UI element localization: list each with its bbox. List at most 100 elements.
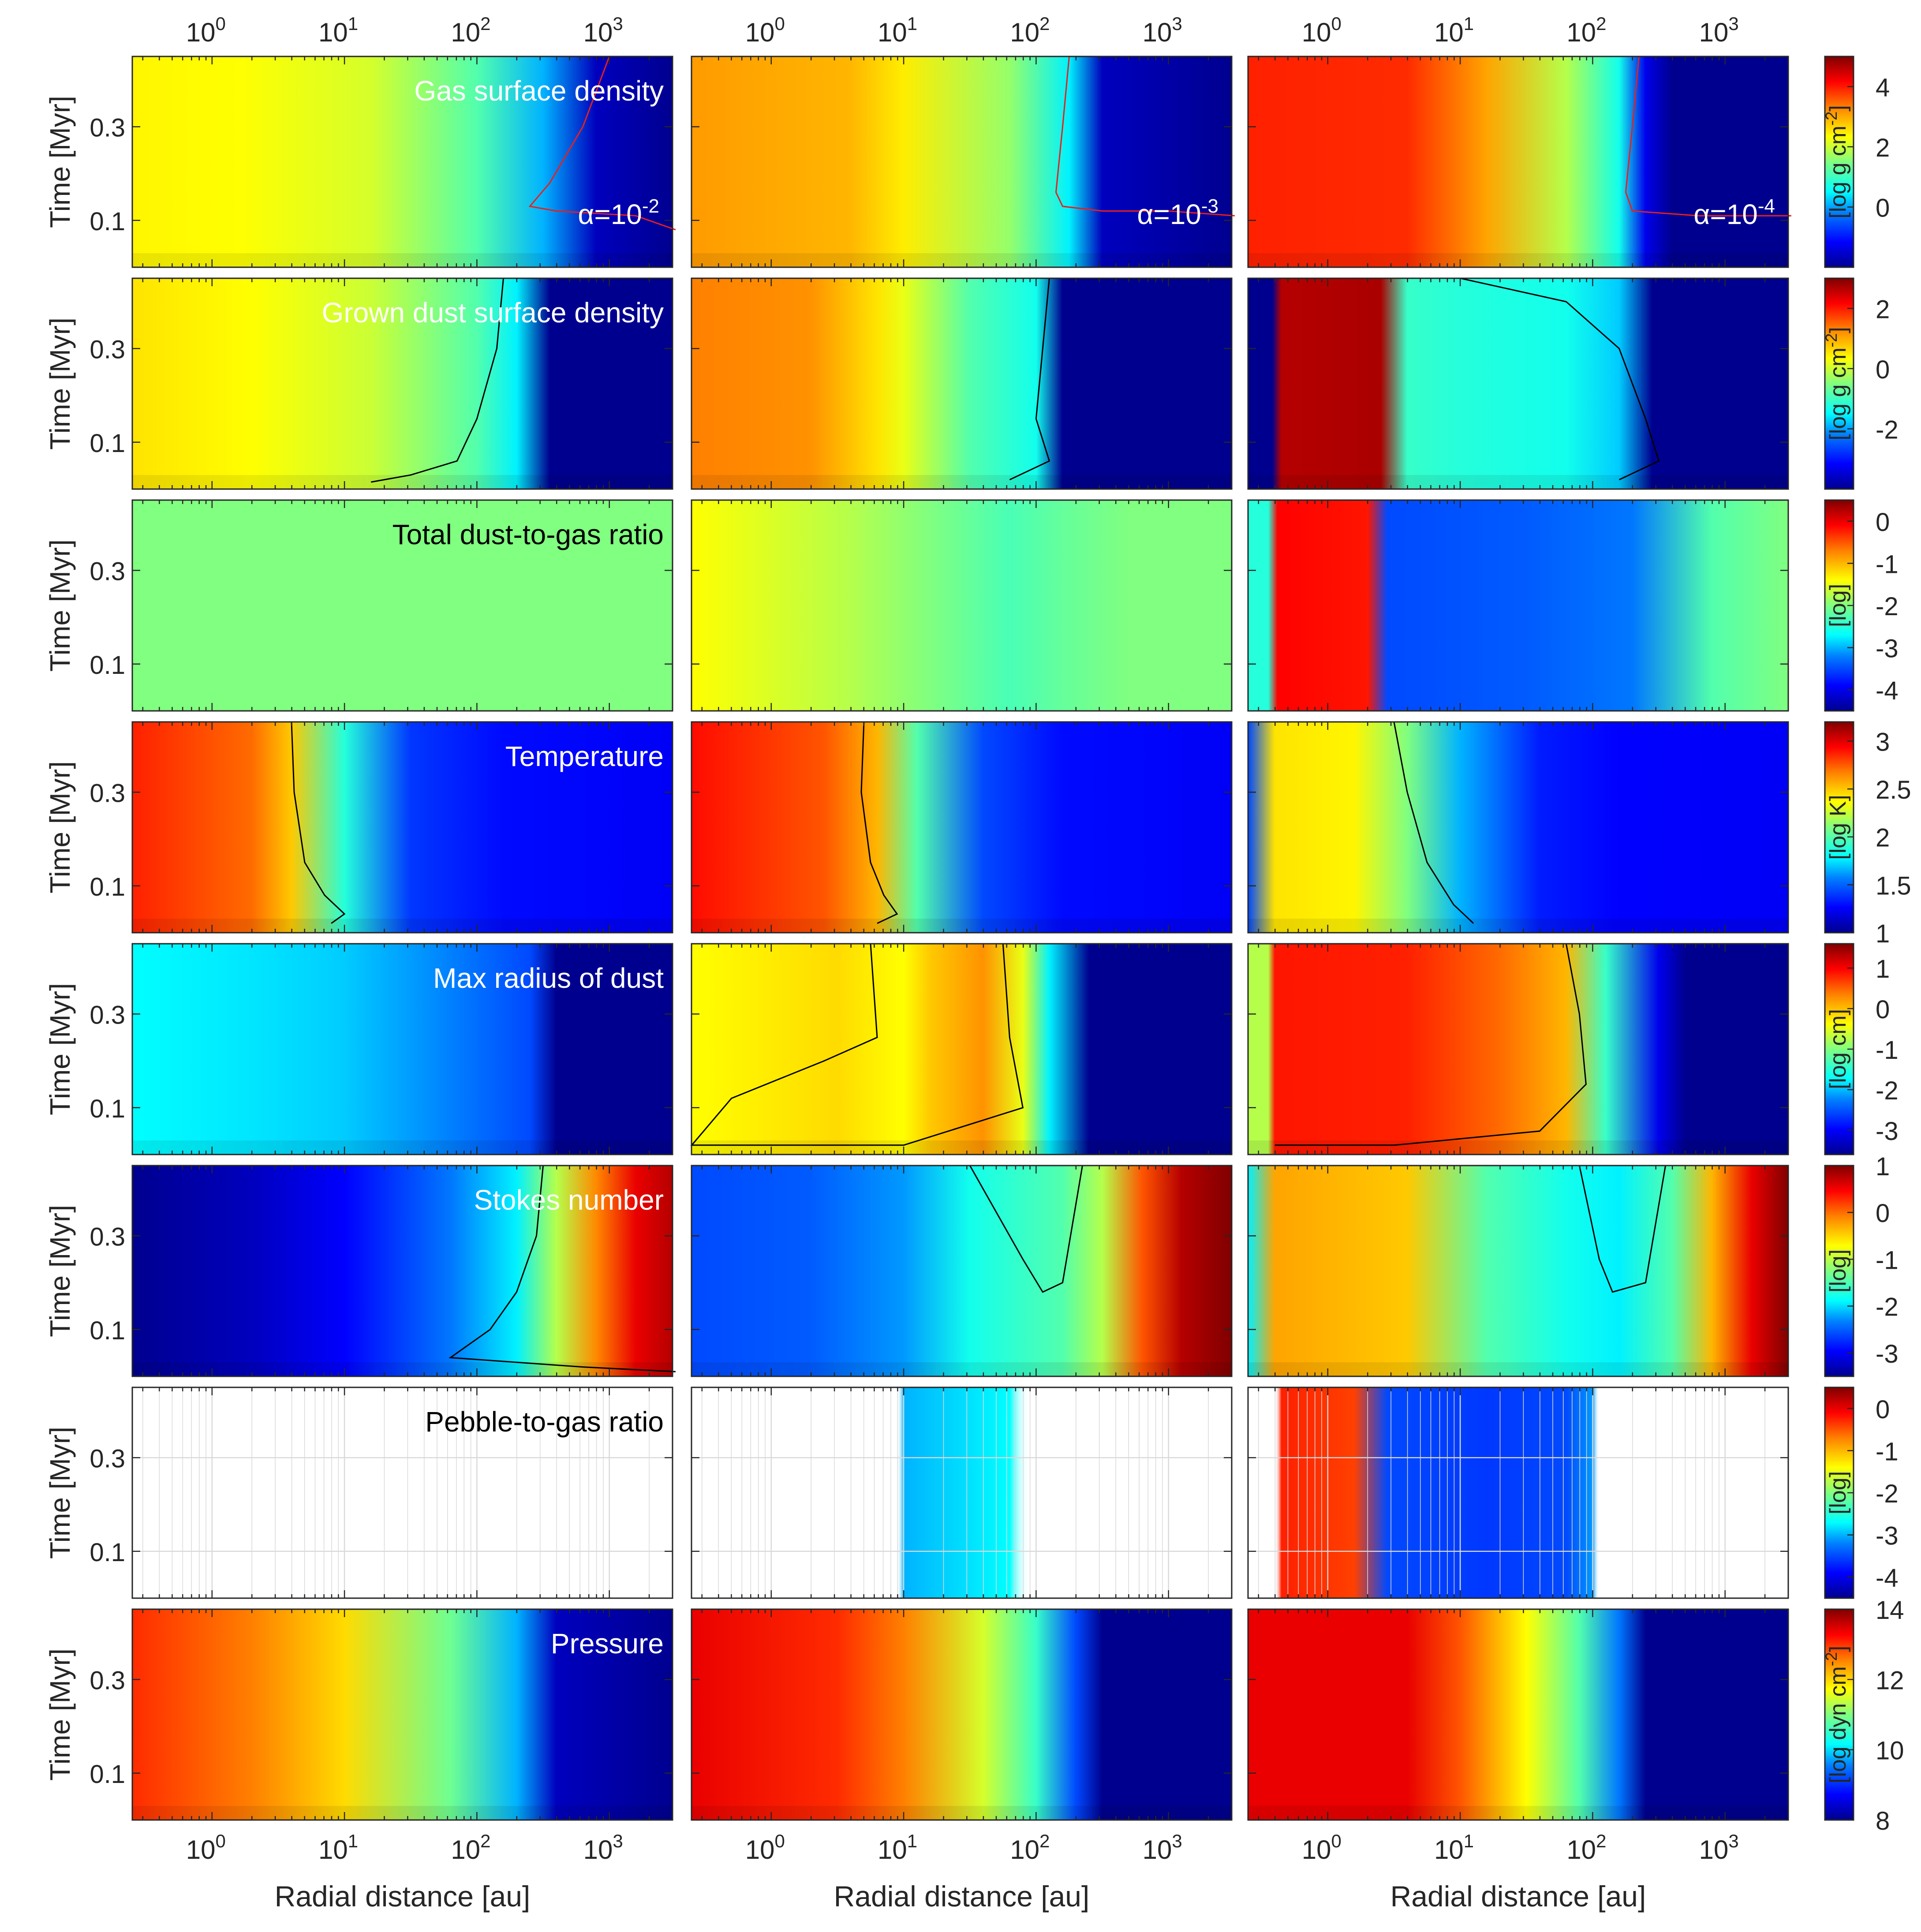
x-tick-label-bottom: 101: [318, 1831, 358, 1865]
colorbar-tick-label: 4: [1876, 73, 1890, 102]
x-tick-label-top: 102: [451, 13, 490, 47]
early-time-band: [132, 253, 673, 267]
contour-line: [1055, 56, 1235, 217]
contour-line: [969, 1165, 1083, 1293]
panel-frame: [131, 1608, 673, 1821]
contour-line: [1625, 56, 1791, 217]
panel-frame: [131, 943, 673, 1155]
colorbar-tick-label: 0: [1876, 1199, 1890, 1228]
x-tick-label-top: 101: [318, 13, 358, 47]
panel-dust-col3: [1247, 277, 1789, 490]
panel-frame: [1247, 1386, 1789, 1599]
early-time-band: [132, 1140, 673, 1155]
x-tick-label-top: 101: [1434, 13, 1474, 47]
y-tick-label: 0.3: [90, 1001, 125, 1029]
panel-d2g-col1: Total dust-to-gas ratio: [131, 499, 673, 712]
colorbar-tick-label: -1: [1876, 1437, 1899, 1466]
early-time-band: [691, 1362, 1232, 1376]
y-tick-label: 0.3: [90, 1666, 125, 1695]
y-tick-label: 0.3: [90, 1444, 125, 1473]
panel-pressure-col1: Pressure: [131, 1608, 673, 1821]
panel-amax-col2: [690, 943, 1233, 1155]
colorbar-tick-label: -1: [1876, 1246, 1899, 1274]
colorbar-tick-label: -1: [1876, 1036, 1899, 1065]
panel-frame: [1247, 1165, 1789, 1377]
panel-frame: [691, 1165, 1233, 1377]
heatmap-amax-col2: [691, 944, 1232, 1155]
x-tick-label-bottom: 102: [451, 1831, 490, 1865]
early-time-band: [132, 1806, 673, 1820]
panel-dust-col2: [691, 277, 1233, 490]
y-tick-label: 0.1: [90, 873, 125, 901]
panel-frame: [691, 499, 1233, 712]
colorbar-tick-label: -4: [1876, 676, 1899, 705]
early-time-band: [691, 1806, 1232, 1820]
colorbar-tick-label: -4: [1876, 1564, 1899, 1592]
panel-title-pressure: Pressure: [551, 1628, 664, 1659]
contour-line: [528, 56, 676, 231]
y-tick-label: 0.1: [90, 1316, 125, 1345]
colorbar-pebble: -4 -3 -2 -1 0 [log]: [1824, 1386, 1899, 1599]
colorbar-gradient: [1824, 56, 1854, 268]
colorbar-label: [log]: [1825, 584, 1851, 627]
colorbar-label: [log g cm-2]: [1822, 327, 1851, 440]
early-time-band: [132, 475, 673, 489]
y-tick-label: 0.1: [90, 651, 125, 680]
x-tick-label-bottom: 101: [878, 1831, 917, 1865]
x-tick-label-bottom: 100: [745, 1831, 785, 1865]
heatmap-pressure-col3: [1248, 1609, 1788, 1820]
colorbar-tick-label: -3: [1876, 635, 1899, 663]
colorbar-tick-label: 0: [1876, 1395, 1890, 1424]
x-tick-label-top: 103: [1143, 13, 1182, 47]
panel-pebble-col2: [691, 1386, 1233, 1599]
panel-pressure-col2: [691, 1608, 1233, 1821]
panel-frame: [691, 1386, 1233, 1599]
y-tick-label: 0.1: [90, 1760, 125, 1789]
heatmap-gas-col3: [1248, 56, 1788, 267]
heatmap-stokes-col2: [691, 1166, 1232, 1376]
y-tick-label: 0.3: [90, 113, 125, 142]
heatmap-d2g-col3: [1248, 500, 1788, 711]
x-tick-label-bottom: 103: [583, 1831, 623, 1865]
x-tick-label-top: 100: [745, 13, 785, 47]
panel-frame: [131, 277, 673, 490]
panel-frame: [131, 721, 673, 934]
x-tick-label-top: 102: [1566, 13, 1606, 47]
y-tick-label: 0.1: [90, 1538, 125, 1567]
panel-frame: [691, 277, 1233, 490]
colorbar-d2g: -4 -3 -2 -1 0 [log]: [1824, 499, 1899, 712]
panel-stokes-col2: [691, 1165, 1233, 1377]
x-tick-label-bottom: 103: [1143, 1831, 1182, 1865]
colorbar-tick-label: 0: [1876, 194, 1890, 222]
y-axis-label: Time [Myr]: [44, 539, 76, 672]
colorbar-tick-label: -2: [1876, 415, 1899, 444]
contour-line: [291, 721, 346, 924]
colorbar-tick-label: 2: [1876, 295, 1890, 324]
colorbar-gas: 0 2 4 [log g cm-2]: [1822, 56, 1890, 268]
heatmap-gas-col2: [691, 56, 1232, 267]
x-tick-label-top: 103: [583, 13, 623, 47]
panel-title-d2g: Total dust-to-gas ratio: [392, 519, 664, 550]
panel-amax-col3: [1247, 943, 1789, 1155]
x-tick-label-bottom: 102: [1010, 1831, 1050, 1865]
panel-frame: [691, 721, 1233, 934]
colorbar-tick-label: -2: [1876, 1480, 1899, 1508]
early-time-band: [1248, 1362, 1788, 1376]
early-time-band: [1248, 919, 1788, 933]
early-time-band: [691, 253, 1232, 267]
colorbar-tick-label: 0: [1876, 355, 1890, 384]
colorbar-temp: 1 1.5 2 2.5 3 [log K]: [1824, 721, 1911, 948]
panel-gas-col3: α=10-4: [1247, 56, 1791, 268]
contour-line: [860, 721, 898, 924]
panel-frame: [131, 1165, 673, 1377]
panel-frame: [131, 499, 673, 712]
colorbar-gradient: [1824, 721, 1854, 934]
heatmap-dust-col1: [132, 278, 673, 489]
y-tick-label: 0.3: [90, 557, 125, 586]
x-tick-label-bottom: 102: [1566, 1831, 1606, 1865]
early-time-band: [1248, 253, 1788, 267]
panel-frame: [1247, 943, 1789, 1155]
y-axis-label: Time [Myr]: [44, 761, 76, 893]
colorbar-label: [log]: [1825, 1249, 1851, 1293]
